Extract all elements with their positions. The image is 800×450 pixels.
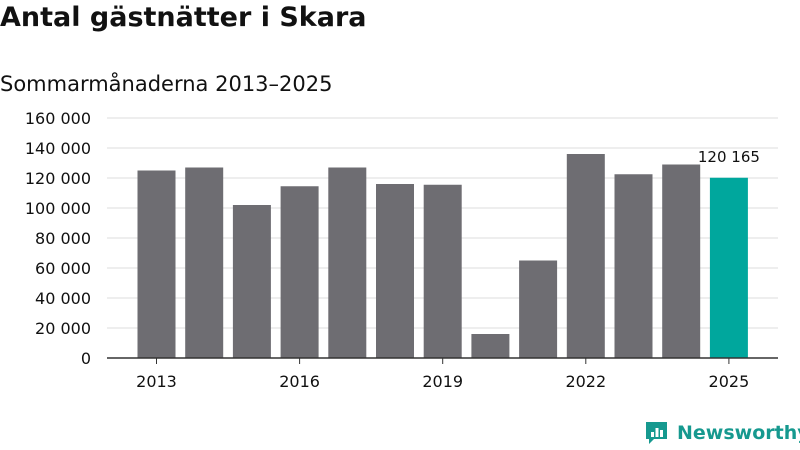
x-tick-label: 2016 <box>279 372 320 391</box>
bar-2023 <box>614 174 653 358</box>
y-axis-tick-labels: 0 20 000 40 000 60 000 80 000 100 000 120 000 1… <box>25 109 91 368</box>
bar-2024 <box>662 164 701 358</box>
bar-2021 <box>519 260 558 358</box>
y-tick-label: 40 000 <box>35 289 91 308</box>
chart-title: Antal gästnätter i Skara <box>0 2 367 33</box>
data-label: 120 165 <box>698 148 760 166</box>
newsworthy-brand: Newsworthy <box>644 420 800 445</box>
bar-2019 <box>423 184 462 358</box>
y-tick-label: 20 000 <box>35 319 91 338</box>
bar-2020 <box>471 334 510 358</box>
brand-name: Newsworthy <box>677 421 800 444</box>
y-tick-label: 160 000 <box>25 109 91 128</box>
x-axis-tick-labels: 2013 2016 2019 2022 2025 <box>136 358 749 391</box>
bar-2018 <box>376 184 414 358</box>
y-tick-label: 100 000 <box>25 199 91 218</box>
data-labels: 120 165 <box>698 148 760 166</box>
y-tick-label: 80 000 <box>35 229 91 248</box>
chart-subtitle: Sommarmånaderna 2013–2025 <box>0 72 333 96</box>
bar-2017 <box>328 167 367 358</box>
bar-chart: 0 20 000 40 000 60 000 80 000 100 000 120 000 1… <box>25 109 778 391</box>
y-tick-label: 120 000 <box>25 169 91 188</box>
bar-2016 <box>280 186 319 358</box>
x-tick-label: 2022 <box>565 372 606 391</box>
bar-2014 <box>185 167 224 358</box>
bar-2015 <box>232 205 271 358</box>
bar-2013 <box>137 170 176 358</box>
y-tick-label: 60 000 <box>35 259 91 278</box>
y-tick-label: 0 <box>81 349 91 368</box>
y-tick-label: 140 000 <box>25 139 91 158</box>
bar-2025 <box>709 177 748 358</box>
x-tick-label: 2019 <box>422 372 463 391</box>
bars <box>137 154 748 358</box>
bar-2022 <box>566 154 605 358</box>
x-tick-label: 2013 <box>136 372 177 391</box>
x-tick-label: 2025 <box>709 372 750 391</box>
newsworthy-logo-icon <box>646 422 667 444</box>
